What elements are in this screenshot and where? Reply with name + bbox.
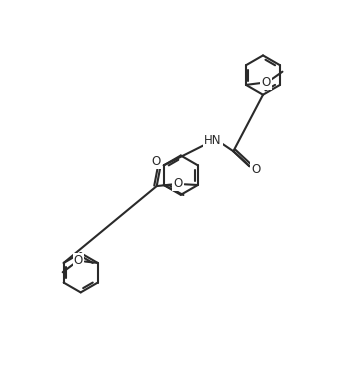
Text: O: O [251,163,261,176]
Text: O: O [151,155,161,168]
Text: HN: HN [204,134,222,147]
Text: O: O [74,254,83,267]
Text: O: O [261,76,271,89]
Text: O: O [174,177,183,190]
